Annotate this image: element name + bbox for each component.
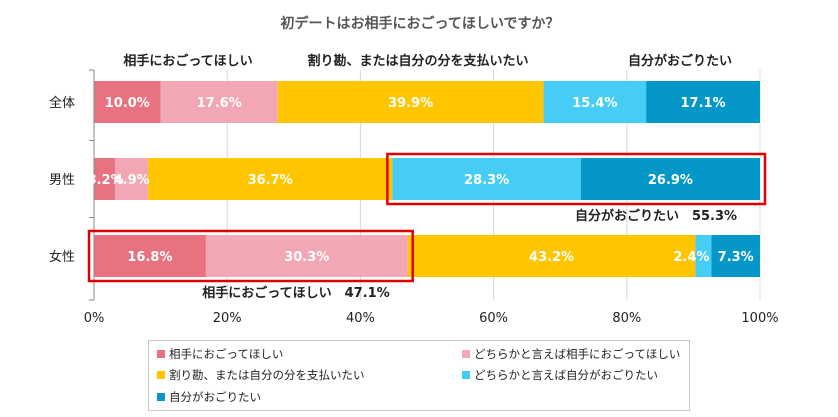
bar-segment	[646, 81, 760, 123]
category-label: 男性	[49, 173, 75, 188]
legend-item: 自分がおごりたい	[157, 389, 261, 405]
highlight-box-women	[87, 229, 414, 283]
legend-label: 自分がおごりたい	[169, 390, 261, 404]
legend-item: 割り勘、または自分の分を支払いたい	[157, 367, 365, 383]
bar-segment	[407, 235, 696, 277]
chart-title: 初デートはお相手におごってほしいですか？	[281, 15, 560, 32]
bars	[94, 81, 760, 277]
bar-segment	[392, 158, 581, 200]
data-label: 30.3%	[284, 250, 329, 265]
bar-segment	[160, 81, 278, 123]
bar-segment	[94, 158, 116, 200]
category-label: 女性	[49, 249, 75, 265]
callout-women: 相手におごってほしい 47.1%	[202, 285, 389, 301]
bar-segment	[695, 235, 712, 277]
legend-swatch	[157, 393, 165, 401]
legend-label: 相手におごってほしい	[169, 347, 284, 361]
data-label: 26.9%	[648, 173, 693, 188]
bar-segment	[115, 158, 148, 200]
data-label: 4.9%	[114, 173, 150, 188]
bar-segment	[94, 81, 161, 123]
bar-segment	[205, 235, 408, 277]
callout-men: 自分がおごりたい 55.3%	[575, 208, 737, 224]
legend-item: どちらかと言えば相手におごってほしい	[462, 346, 680, 362]
data-label: 17.6%	[197, 96, 242, 111]
annotations: 10.0% 17.6% 39.9% 15.4% 17.1% 3.2%4.9% 36.7% 28…	[87, 53, 767, 301]
legend-label: 割り勘、または自分の分を支払いたい	[169, 368, 365, 382]
category-label: 全体	[49, 95, 75, 111]
legend-swatch	[157, 371, 165, 379]
data-label: 39.9%	[388, 96, 433, 111]
top-category-label: 相手におごってほしい	[123, 53, 252, 69]
data-label: 3.2%	[88, 173, 124, 188]
x-tick-label: 20%	[213, 311, 242, 326]
legend-swatch	[462, 350, 470, 358]
top-category-label: 割り勘、または自分の分を支払いたい	[307, 53, 528, 69]
highlight-box-men	[386, 152, 767, 206]
data-label: 36.7%	[248, 173, 293, 188]
data-label: 15.4%	[572, 96, 617, 111]
bar-segment	[277, 81, 544, 123]
x-tick-label: 60%	[479, 311, 508, 326]
legend: 相手におごってほしい どちらかと言えば相手におごってほしい割り勘、または自分の分を…	[148, 340, 690, 411]
bar-segment	[580, 158, 760, 200]
bar-segment	[147, 158, 393, 200]
legend-label: どちらかと言えば自分がおごりたい	[474, 368, 658, 382]
legend-swatch	[157, 350, 165, 358]
legend-item: どちらかと言えば自分がおごりたい	[462, 367, 658, 383]
stacked-bar-chart: 初デートはお相手におごってほしいですか？ 0% 20% 40% 60% 80% 100% 全…	[49, 15, 779, 326]
x-tick-label: 0%	[84, 311, 105, 326]
x-tick-label: 40%	[346, 311, 375, 326]
data-label: 43.2%	[529, 250, 574, 265]
x-tick-label: 80%	[612, 311, 641, 326]
data-label: 28.3%	[464, 173, 509, 188]
legend-swatch	[462, 371, 470, 379]
bar-segment	[543, 81, 647, 123]
bar-segment	[94, 235, 206, 277]
data-label: 7.3%	[718, 250, 754, 265]
data-label: 10.0%	[105, 96, 150, 111]
x-tick-label: 100%	[741, 311, 778, 326]
data-label: 17.1%	[681, 96, 726, 111]
data-label: 16.8%	[127, 250, 172, 265]
top-category-label: 自分がおごりたい	[628, 53, 732, 69]
data-label: 2.4%	[673, 250, 709, 265]
legend-label: どちらかと言えば相手におごってほしい	[474, 347, 681, 361]
legend-item: 相手におごってほしい	[157, 346, 283, 362]
bar-segment	[711, 235, 760, 277]
